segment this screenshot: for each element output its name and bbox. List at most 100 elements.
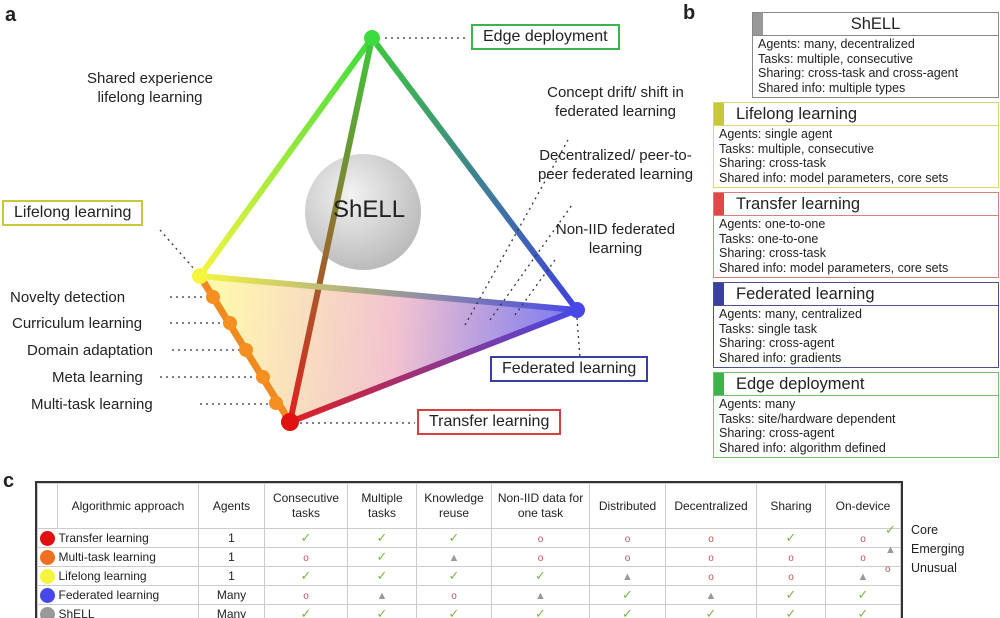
- check-icon: ✓: [448, 568, 460, 583]
- check-icon: ✓: [785, 606, 797, 618]
- card-line: Sharing: cross-task: [719, 156, 826, 170]
- legend-item: o Unusual: [885, 559, 965, 580]
- card-line: Agents: many, centralized: [719, 307, 862, 321]
- approach-name: Lifelong learning: [57, 566, 199, 586]
- edge-points: [206, 290, 283, 410]
- triangle-icon: ▲: [448, 552, 460, 564]
- card-shell: ShELL Agents: many, decentralized Tasks: m…: [752, 12, 999, 98]
- card-line: Sharing: cross-agent: [719, 336, 835, 350]
- check-icon: ✓: [376, 568, 388, 583]
- tetrahedron-diagram: [159, 30, 585, 431]
- edge-top-right: [369, 36, 580, 312]
- table-row: Multi-task learning 1 o ✓ ▲ o o o o o: [37, 547, 901, 567]
- check-icon: ✓: [448, 530, 460, 545]
- agents-cell: Many: [198, 604, 265, 618]
- check-icon: ✓: [300, 606, 312, 618]
- agents-cell: Many: [198, 585, 265, 605]
- card-line: Sharing: cross-task and cross-agent: [758, 66, 959, 80]
- card-title: Transfer learning: [736, 195, 861, 213]
- column-header: Distributed: [589, 483, 666, 529]
- check-icon: ✓: [376, 530, 388, 545]
- circle-icon: o: [788, 572, 794, 583]
- legend-label: Core: [911, 523, 939, 537]
- color-swatch: [753, 13, 763, 35]
- column-header: Agents: [198, 483, 265, 529]
- column-header: Algorithmic approach: [57, 483, 199, 529]
- card-line: Tasks: site/hardware dependent: [719, 411, 896, 426]
- agents-cell: 1: [198, 566, 265, 586]
- circle-icon: o: [708, 534, 714, 545]
- check-icon: ✓: [535, 606, 546, 618]
- legend-item: ▲ Emerging: [885, 540, 965, 560]
- approach-name: Multi-task learning: [57, 547, 199, 567]
- color-dot-icon: [40, 530, 56, 546]
- vertex-edge-deployment: [364, 30, 380, 46]
- circle-icon: o: [303, 591, 309, 602]
- table-row: Transfer learning 1 ✓ ✓ ✓ o o o ✓ o: [37, 528, 901, 548]
- card-line: Shared info: model parameters, core sets: [719, 170, 949, 185]
- card-line: Tasks: one-to-one: [719, 231, 819, 246]
- card-title: Edge deployment: [736, 375, 865, 393]
- card-line: Sharing: cross-agent: [719, 426, 835, 440]
- card-title: ShELL: [850, 15, 901, 33]
- edge-point-label: Novelty detection: [10, 289, 126, 306]
- triangle-icon: ▲: [535, 590, 546, 602]
- check-icon: ✓: [622, 606, 633, 618]
- check-icon: ✓: [705, 606, 717, 618]
- triangle-icon: ▲: [885, 543, 896, 556]
- circle-icon: o: [451, 591, 457, 602]
- agents-cell: 1: [198, 547, 265, 567]
- table-legend: ✓ Core ▲ Emerging o Unusual: [885, 521, 965, 580]
- card-federated-learning: Federated learning Agents: many, centrali…: [713, 282, 999, 368]
- triangle-icon: ▲: [857, 571, 869, 583]
- card-line: Agents: single agent: [719, 127, 833, 141]
- vertex-lifelong: [192, 268, 208, 284]
- table-row: Lifelong learning 1 ✓ ✓ ✓ ✓ ▲ o o ▲: [37, 566, 901, 586]
- shared-experience-label: Shared experience lifelong learning: [87, 70, 213, 106]
- card-line: Shared info: gradients: [719, 350, 842, 365]
- check-icon: ✓: [785, 587, 797, 602]
- legend-label: Emerging: [911, 541, 965, 556]
- check-icon: ✓: [376, 549, 388, 564]
- circle-icon: o: [624, 553, 631, 564]
- column-header: Decentralized: [665, 483, 757, 529]
- panel-letter-b: b: [683, 2, 696, 24]
- edge-left-right: [199, 273, 578, 313]
- color-dot-icon: [40, 606, 56, 618]
- card-line: Agents: many, decentralized: [758, 37, 915, 51]
- circle-icon: o: [885, 564, 891, 575]
- agents-cell: 1: [198, 528, 265, 548]
- edge-point-label: Multi-task learning: [31, 396, 153, 413]
- edge-point-label: Meta learning: [52, 369, 143, 386]
- check-icon: ✓: [300, 530, 312, 545]
- triangle-face: [200, 276, 577, 422]
- card-line: Tasks: single task: [719, 321, 817, 336]
- federated-learning-box: Federated learning: [490, 356, 649, 382]
- column-header: Sharing: [756, 483, 826, 529]
- card-line: Shared info: model parameters, core sets: [719, 260, 949, 275]
- column-header: On-device: [825, 483, 901, 529]
- column-header: Multiple tasks: [347, 483, 417, 529]
- edge-top-left: [197, 36, 375, 278]
- color-dot-icon: [40, 587, 56, 603]
- approach-name: ShELL: [57, 604, 199, 618]
- triangle-icon: ▲: [705, 590, 717, 602]
- card-line: Shared info: algorithm defined: [719, 440, 886, 455]
- shell-label: ShELL: [333, 196, 406, 223]
- check-icon: ✓: [785, 530, 797, 545]
- column-header: Knowledge reuse: [416, 483, 492, 529]
- card-title: Lifelong learning: [736, 105, 858, 123]
- legend-item: ✓ Core: [885, 521, 965, 540]
- lifelong-learning-box: Lifelong learning: [2, 200, 144, 226]
- color-swatch: [714, 103, 724, 125]
- check-icon: ✓: [448, 606, 460, 618]
- column-header: Consecutive tasks: [264, 483, 348, 529]
- card-line: Tasks: multiple, consecutive: [719, 141, 874, 156]
- check-icon: ✓: [535, 568, 546, 583]
- card-line: Sharing: cross-task: [719, 246, 826, 260]
- shell-sphere: [305, 154, 421, 270]
- edge-deployment-box: Edge deployment: [471, 24, 620, 50]
- panel-letter-a: a: [5, 4, 17, 26]
- circle-icon: o: [624, 534, 631, 545]
